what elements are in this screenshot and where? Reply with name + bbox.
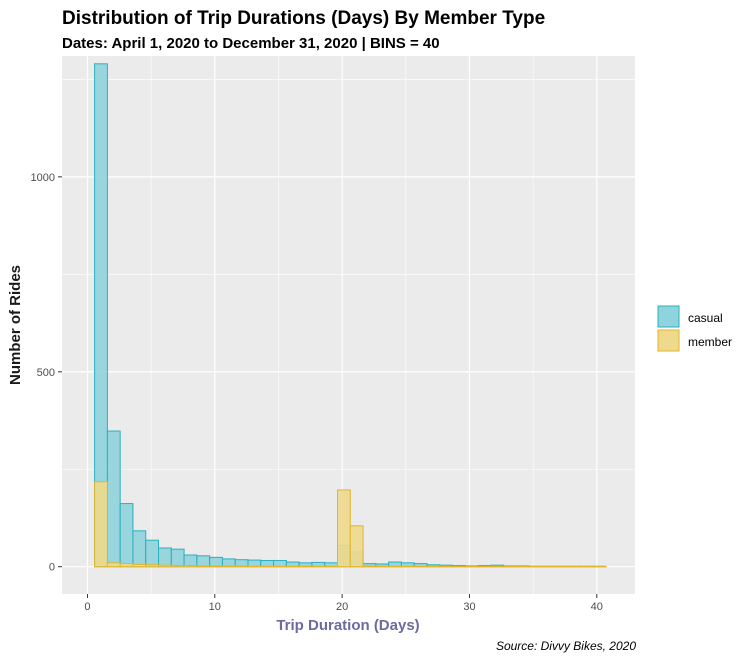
histogram-bar-member <box>209 565 223 568</box>
histogram-bar-casual <box>106 430 121 568</box>
x-tick-label: 40 <box>591 601 603 613</box>
y-tick-label: 0 <box>49 562 55 574</box>
histogram-bar-member <box>234 565 249 568</box>
x-axis-title: Trip Duration (Days) <box>276 617 419 634</box>
y-tick-label: 500 <box>37 367 55 379</box>
histogram-bar-casual <box>145 539 160 568</box>
legend-label-member: member <box>688 335 732 349</box>
axis-ticks: 0 10 20 30 40 0 500 1000 <box>31 172 603 613</box>
histogram-bar-member <box>132 563 147 568</box>
histogram-bar-member <box>349 525 364 568</box>
chart-title: Distribution of Trip Durations (Days) By… <box>62 8 545 29</box>
histogram-bar-member <box>158 564 172 568</box>
x-tick-label: 20 <box>336 601 348 613</box>
legend-label-casual: casual <box>688 311 723 325</box>
histogram-bar-casual <box>132 530 147 568</box>
histogram-bar-member <box>221 565 236 568</box>
histogram-bar-member <box>336 489 351 568</box>
legend-key-member <box>657 329 680 352</box>
histogram-bar-casual <box>247 559 262 568</box>
chart-subtitle: Dates: April 1, 2020 to December 31, 202… <box>62 35 440 52</box>
x-tick-label: 30 <box>463 601 475 613</box>
histogram-bar-casual <box>209 556 223 568</box>
histogram-bar-casual <box>158 547 172 568</box>
histogram-bar-member <box>362 565 377 568</box>
legend: casual member <box>657 305 732 352</box>
histogram-bar-member <box>170 565 185 568</box>
chart-caption: Source: Divvy Bikes, 2020 <box>496 639 636 653</box>
histogram-bar-casual <box>170 548 185 568</box>
histogram-bar-member <box>183 565 198 568</box>
y-axis-title: Number of Rides <box>7 265 24 385</box>
histogram-bar-casual <box>273 559 287 568</box>
histogram-bar-casual <box>119 503 134 568</box>
histogram-bar-member <box>196 565 211 568</box>
histogram-bar-member <box>94 481 108 568</box>
legend-key-casual <box>657 305 680 328</box>
y-tick-label: 1000 <box>31 172 55 184</box>
histogram-bar-casual <box>183 554 198 568</box>
histogram-bar-casual <box>260 559 275 568</box>
histogram-bar-member <box>119 563 134 568</box>
histogram-bar-casual <box>196 555 211 568</box>
histogram-bars <box>94 63 607 568</box>
histogram-bar-member <box>106 562 121 568</box>
x-tick-label: 0 <box>84 601 90 613</box>
histogram-bar-member <box>145 564 160 568</box>
x-tick-label: 10 <box>209 601 221 613</box>
